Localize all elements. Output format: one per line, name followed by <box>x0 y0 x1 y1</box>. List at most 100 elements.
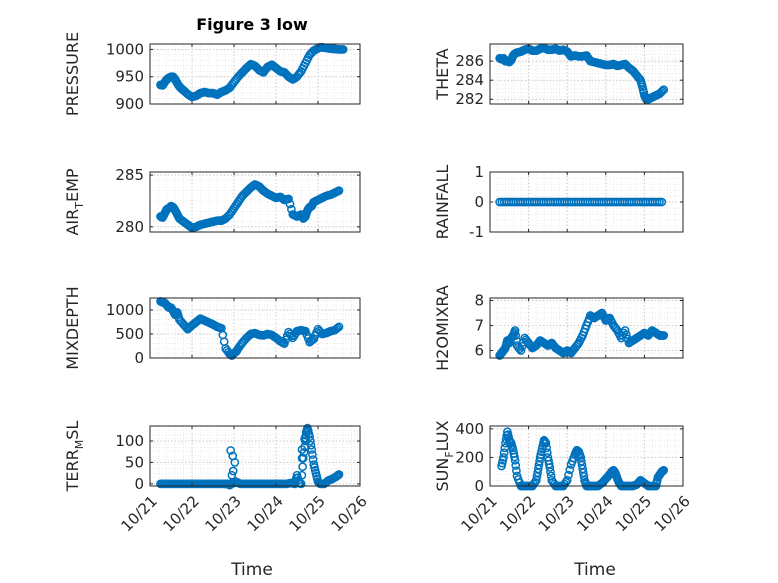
data-point <box>542 448 552 458</box>
data-point <box>565 465 575 475</box>
data-point <box>499 453 508 462</box>
figure-title: Figure 3 low <box>196 15 308 34</box>
data-point <box>542 443 551 453</box>
data-point <box>515 344 524 354</box>
subplot-pressure: 900 950 1000 PRESSURE <box>63 32 361 116</box>
data-point <box>284 194 293 204</box>
y-tick-label: 284 <box>455 71 484 89</box>
data-point <box>333 323 342 333</box>
y-tick-label: 100 <box>115 432 144 450</box>
data-point <box>499 448 509 458</box>
data-point <box>657 197 667 207</box>
axes-box <box>489 297 684 359</box>
y-tick-label: 7 <box>474 317 484 335</box>
data-point <box>510 452 519 462</box>
data-point <box>620 326 630 335</box>
x-tick-label: 10/25 <box>285 492 328 535</box>
plot-area <box>150 44 360 104</box>
data-point <box>285 199 295 209</box>
y-tick-label: 285 <box>115 166 144 184</box>
data-point <box>334 470 344 479</box>
y-tick-label: 500 <box>115 325 144 343</box>
y-axis-label: MIXDEPTH <box>63 286 82 369</box>
data-point <box>297 470 307 480</box>
subplot-rainfall: -1 0 1 RAINFALL <box>433 163 684 241</box>
y-tick-label: 286 <box>455 52 484 70</box>
y-tick-label: 950 <box>115 68 144 86</box>
data-point <box>280 339 289 348</box>
y-tick-label: 280 <box>115 218 144 236</box>
x-tick-label: 10/26 <box>327 492 370 535</box>
y-axis-label: SUNFLUX <box>433 420 456 491</box>
x-axis-label-left: Time <box>230 560 273 580</box>
x-axis-label-right: Time <box>573 560 616 580</box>
data-point <box>516 346 526 355</box>
subplot-mixdepth: 0 500 1000 MIXDEPTH <box>63 286 361 370</box>
x-tick-label: 10/22 <box>159 492 202 535</box>
y-tick-label: 50 <box>125 453 144 471</box>
subplot-air_temp: 280 285 AIRTEMP <box>63 166 361 236</box>
subplot-h2omixra: 6 7 8 H2OMIXRA <box>433 285 684 371</box>
y-axis-label: AIRTEMP <box>63 168 86 235</box>
data-point <box>656 87 666 97</box>
y-tick-label: 0 <box>474 193 484 211</box>
data-point <box>230 458 240 467</box>
y-tick-label: 200 <box>455 448 484 466</box>
x-tick-label: 10/23 <box>535 492 578 535</box>
y-tick-label: -1 <box>469 223 484 241</box>
y-tick-label: 400 <box>455 420 484 438</box>
data-point <box>659 465 669 475</box>
data-point <box>307 445 317 454</box>
data-point <box>659 331 669 340</box>
data-point <box>300 434 309 444</box>
axes-box <box>489 43 684 105</box>
data-point <box>227 470 237 480</box>
data-point <box>305 432 314 442</box>
y-tick-label: 8 <box>474 292 484 310</box>
x-tick-label: 10/21 <box>117 492 160 535</box>
data-point <box>546 467 555 477</box>
y-tick-label: 0 <box>134 349 144 367</box>
x-tick-label: 10/24 <box>573 492 616 535</box>
data-point <box>338 45 348 54</box>
data-point <box>512 466 521 476</box>
data-point <box>517 341 527 351</box>
data-point <box>545 463 555 472</box>
data-point <box>306 440 316 450</box>
y-tick-label: 0 <box>474 477 484 495</box>
axes-box <box>149 425 361 487</box>
axes-box <box>149 171 361 233</box>
data-point <box>297 445 307 454</box>
data-point <box>308 450 317 459</box>
data-point <box>298 462 307 472</box>
y-tick-label: 0 <box>134 475 144 493</box>
data-point <box>334 322 344 332</box>
data-point <box>296 479 306 489</box>
y-tick-label: 1000 <box>106 301 144 319</box>
axes-box <box>489 425 684 487</box>
y-tick-label: 6 <box>474 342 484 360</box>
x-tick-label: 10/21 <box>457 492 500 535</box>
data-point <box>511 331 521 340</box>
x-tick-label: 10/24 <box>243 492 286 535</box>
y-axis-label: PRESSURE <box>63 32 82 116</box>
y-axis-label: H2OMIXRA <box>433 285 452 371</box>
x-tick-label: 10/25 <box>612 492 655 535</box>
y-axis-label: THETA <box>433 48 452 100</box>
axes-box <box>149 297 361 359</box>
y-tick-label: 282 <box>455 90 484 108</box>
data-point <box>228 466 238 476</box>
data-point <box>297 453 307 463</box>
data-point <box>564 470 573 480</box>
data-point <box>226 446 235 455</box>
x-tick-label: 10/23 <box>201 492 244 535</box>
data-point <box>658 86 667 96</box>
plot-area <box>490 426 683 486</box>
y-tick-label: 1000 <box>106 40 144 58</box>
x-tick-label: 10/22 <box>496 492 539 535</box>
data-point <box>334 186 344 195</box>
data-point <box>510 455 520 465</box>
